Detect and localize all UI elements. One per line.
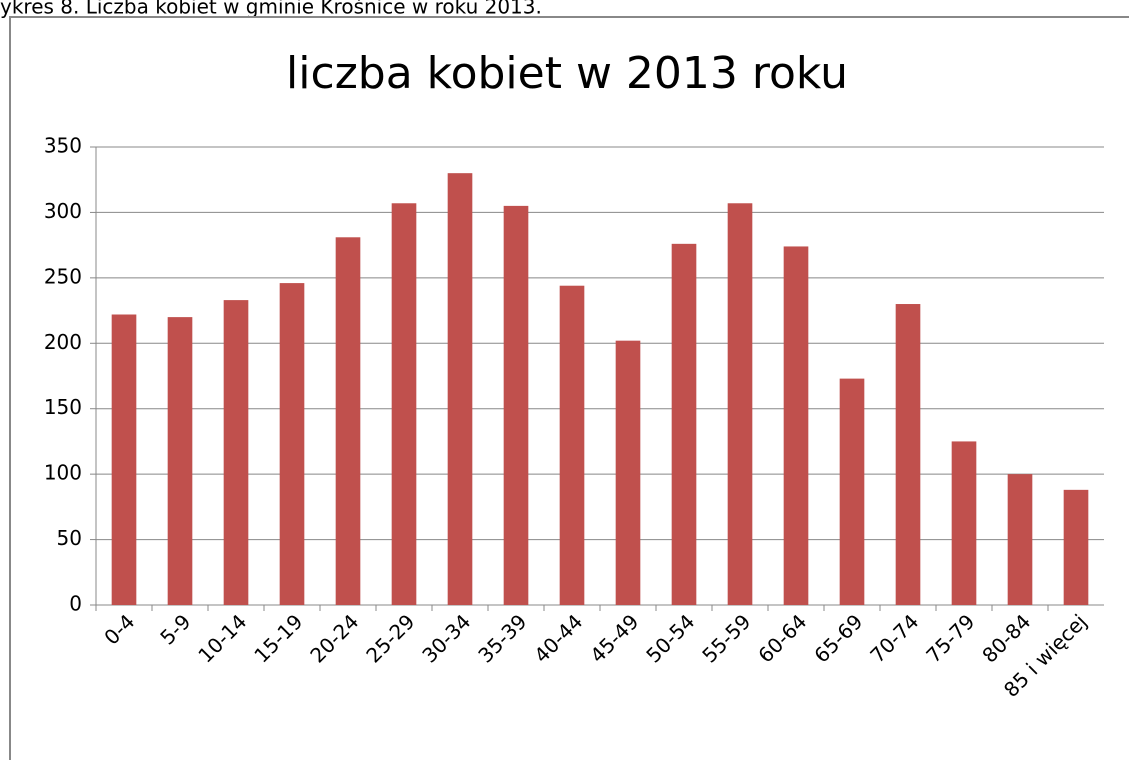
bar xyxy=(1007,474,1033,605)
bar xyxy=(895,304,921,605)
y-tick-label: 300 xyxy=(44,199,82,223)
bar xyxy=(223,300,249,605)
bar xyxy=(951,441,977,605)
bar xyxy=(1063,489,1089,605)
bar xyxy=(279,283,305,605)
y-tick-label: 250 xyxy=(44,264,82,288)
bar xyxy=(335,237,361,605)
y-tick-label: 100 xyxy=(44,461,82,485)
bar xyxy=(111,314,137,605)
bar xyxy=(615,340,641,605)
caption: ykres 8. Liczba kobiet w gminie Krośnice… xyxy=(0,0,542,19)
bar xyxy=(727,203,753,606)
bar xyxy=(839,378,865,605)
bar xyxy=(503,205,529,605)
bar xyxy=(671,243,697,605)
y-tick-label: 200 xyxy=(44,330,82,354)
bar xyxy=(447,173,473,605)
y-tick-label: 150 xyxy=(44,395,82,419)
y-tick-label: 0 xyxy=(69,592,82,616)
bar xyxy=(783,246,809,606)
bar xyxy=(391,203,417,606)
bar xyxy=(559,285,585,605)
y-tick-label: 50 xyxy=(57,526,82,550)
bar xyxy=(167,317,193,605)
y-tick-label: 350 xyxy=(44,134,82,158)
chart-title: liczba kobiet w 2013 roku xyxy=(286,48,848,99)
